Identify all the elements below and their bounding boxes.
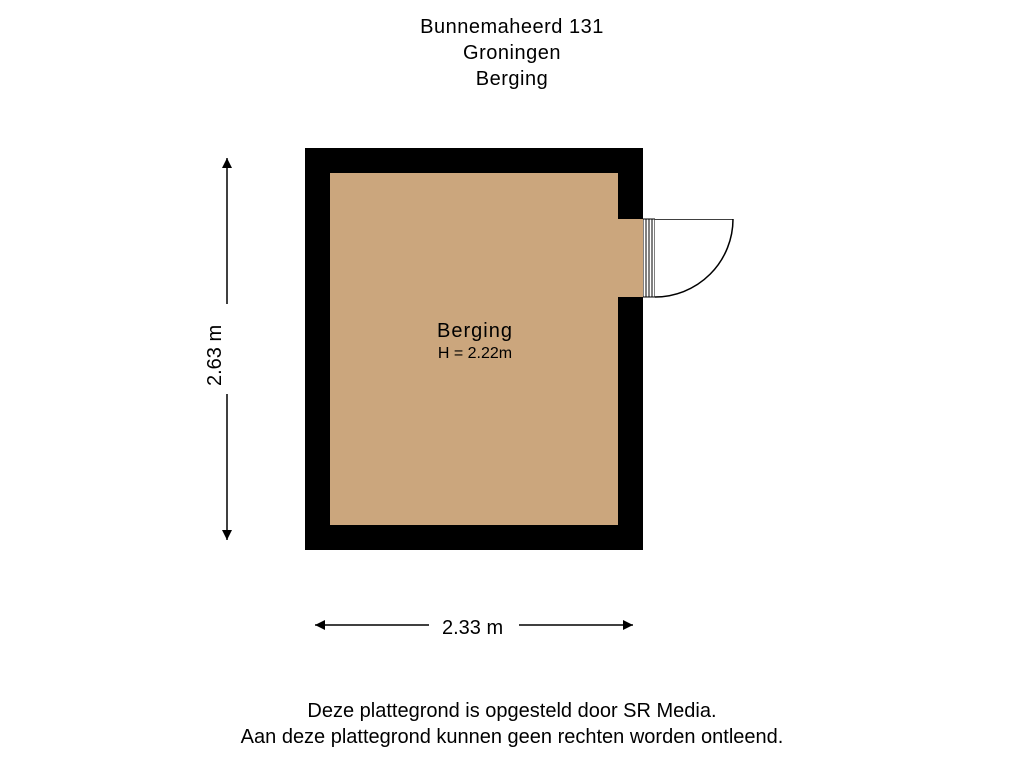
room-label: Berging H = 2.22m [375, 320, 575, 363]
dimension-vertical-label: 2.63 m [204, 325, 227, 386]
footer-block: Deze plattegrond is opgesteld door SR Me… [0, 698, 1024, 750]
room-height: H = 2.22m [375, 345, 575, 363]
floorplan-canvas: Bunnemaheerd 131 Groningen Berging Bergi… [0, 0, 1024, 768]
door-jamb-top [618, 214, 643, 219]
footer-line-1: Deze plattegrond is opgesteld door SR Me… [0, 698, 1024, 724]
door-swing-icon [655, 219, 737, 301]
dimension-horizontal-label: 2.33 m [442, 617, 503, 640]
door-opening [618, 214, 643, 302]
title-line-1: Bunnemaheerd 131 [0, 14, 1024, 40]
title-line-3: Berging [0, 66, 1024, 92]
title-block: Bunnemaheerd 131 Groningen Berging [0, 14, 1024, 92]
room-name: Berging [375, 320, 575, 343]
door-jamb-bottom [618, 297, 643, 302]
door-leaf-icon [643, 214, 655, 302]
title-line-2: Groningen [0, 40, 1024, 66]
footer-line-2: Aan deze plattegrond kunnen geen rechten… [0, 724, 1024, 750]
